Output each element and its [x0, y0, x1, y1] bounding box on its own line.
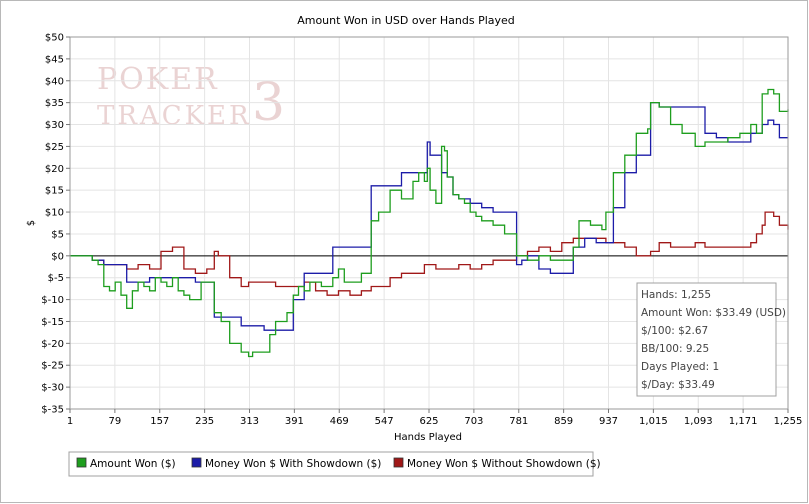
legend-swatch-with-showdown [191, 457, 202, 468]
y-tick-label: $-10 [41, 295, 64, 306]
stats-days-played: Days Played: 1 [641, 361, 719, 373]
x-axis-label: Hands Played [394, 432, 462, 443]
stats-per-day: $/Day: $33.49 [641, 379, 715, 391]
x-tick-label: 235 [195, 416, 214, 427]
y-tick-label: $0 [51, 251, 64, 262]
x-tick-label: 157 [150, 416, 169, 427]
legend-label-with-showdown: Money Won $ With Showdown ($) [205, 458, 381, 470]
y-tick-label: $5 [51, 229, 64, 240]
legend-label-without-showdown: Money Won $ Without Showdown ($) [407, 458, 601, 470]
y-tick-label: $-15 [41, 317, 64, 328]
y-tick-label: $15 [45, 186, 64, 197]
stats-box-frame [636, 282, 777, 397]
y-tick-label: $40 [45, 76, 64, 87]
y-tick-label: $10 [45, 208, 64, 219]
legend-item-without-showdown: Money Won $ Without Showdown ($) [393, 457, 601, 470]
x-tick-label: 547 [375, 416, 394, 427]
x-axis: 1 79 157 235 313 391 469 547 625 703 781 859 937 1,01… [67, 409, 803, 427]
stats-bb-per-100: BB/100: 9.25 [641, 343, 709, 355]
x-tick-label: 79 [109, 416, 122, 427]
y-tick-label: $20 [45, 164, 64, 175]
series-layer [70, 88, 789, 358]
stats-box: Hands: 1,255 Amount Won: $33.49 (USD) $/… [636, 282, 786, 397]
y-tick-label: $35 [45, 98, 64, 109]
series-line-amount-won [70, 88, 789, 358]
y-axis: $50 $45 $40 $35 $30 $25 $20 $15 $10 $5 $0 $-5 $-10 $-… [41, 33, 70, 416]
legend-label-amount-won: Amount Won ($) [90, 458, 176, 470]
x-tick-label: 1,093 [684, 416, 713, 427]
y-tick-label: $45 [45, 54, 64, 65]
legend-item-with-showdown: Money Won $ With Showdown ($) [191, 457, 381, 470]
x-tick-label: 703 [464, 416, 483, 427]
legend-item-amount-won: Amount Won ($) [76, 457, 176, 470]
y-tick-label: $50 [45, 33, 64, 44]
stats-hands: Hands: 1,255 [641, 289, 711, 301]
logo-word-poker: POKER [97, 62, 219, 97]
x-tick-label: 937 [599, 416, 618, 427]
series-line-without-showdown [70, 211, 789, 296]
x-tick-label: 391 [285, 416, 304, 427]
y-axis-label: $ [26, 220, 37, 226]
legend-swatch-without-showdown [393, 457, 404, 468]
x-tick-label: 1 [67, 416, 73, 427]
y-tick-label: $-25 [41, 361, 64, 372]
x-tick-label: 469 [330, 416, 349, 427]
y-tick-label: $30 [45, 120, 64, 131]
stats-per-100: $/100: $2.67 [641, 325, 708, 337]
y-tick-label: $-30 [41, 383, 64, 394]
stats-amount-won: Amount Won: $33.49 (USD) [641, 307, 786, 319]
x-tick-label: 859 [554, 416, 573, 427]
x-tick-label: 1,171 [729, 416, 758, 427]
logo-word-tracker: TRACKER [97, 101, 252, 131]
y-tick-label: $25 [45, 142, 64, 153]
y-tick-label: $-35 [41, 405, 64, 416]
x-tick-label: 313 [240, 416, 259, 427]
legend-swatch-amount-won [76, 457, 87, 468]
x-tick-label: 1,255 [774, 416, 803, 427]
y-tick-label: $-20 [41, 339, 64, 350]
x-tick-label: 781 [509, 416, 528, 427]
y-tick-label: $-5 [48, 273, 64, 284]
x-tick-label: 625 [419, 416, 438, 427]
legend-frame [68, 451, 594, 477]
legend: Amount Won ($) Money Won $ With Showdown… [68, 451, 601, 477]
chart-title: Amount Won in USD over Hands Played [297, 14, 515, 27]
x-tick-label: 1,015 [639, 416, 668, 427]
